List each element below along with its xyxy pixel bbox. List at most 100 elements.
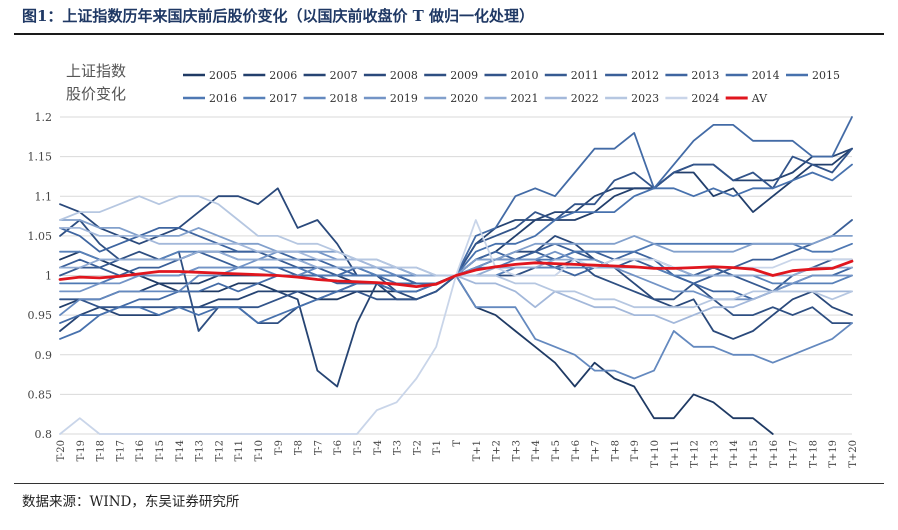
y-tick-label: 1.15 [28,151,53,164]
legend-label: 2011 [571,69,599,82]
series-line-2008 [59,187,853,340]
x-tick-label: T-20 [56,440,67,461]
legend-label: 2015 [812,69,840,82]
x-tick-label: T-5 [353,440,364,455]
x-tick-label: T-6 [333,440,344,455]
legend-label: 2005 [209,69,237,82]
y-tick-label: 1.1 [35,190,53,203]
legend-item-2020: 2020 [424,92,478,105]
x-tick-label: T+17 [789,440,800,468]
y-tick-label: 1.05 [28,230,53,243]
x-tick-label: T-10 [254,440,265,461]
legend-item-2024: 2024 [665,92,719,105]
legend-item-2012: 2012 [605,69,659,82]
legend-label: 2024 [691,92,719,105]
x-tick-label: T [452,440,463,447]
x-tick-label: T+10 [650,440,661,468]
legend-label: 2017 [269,92,297,105]
y-tick-label: 1.2 [35,111,53,124]
legend-label: 2018 [330,92,358,105]
series-line-2005 [59,250,774,435]
x-tick-label: T-15 [155,440,166,461]
y-axis-title-line: 股价变化 [66,85,126,103]
x-axis: T-20 T-19 T-18 T-17 T-16 T-15 T-14 T-13 T-12 T-11… [56,440,859,468]
legend-item-2023: 2023 [605,92,659,105]
legend-item-2005: 2005 [183,69,237,82]
legend-item-2010: 2010 [484,69,539,82]
top-rule [14,33,884,35]
x-tick-label: T+19 [828,440,839,468]
legend-label: 2012 [631,69,659,82]
x-tick-label: T-4 [373,440,384,455]
x-tick-label: T+8 [610,440,621,461]
x-tick-label: T+15 [749,440,760,468]
x-tick-label: T-9 [274,440,285,455]
x-tick-label: T+11 [670,440,681,468]
legend-item-2016: 2016 [183,92,237,105]
legend-label: 2010 [511,69,539,82]
legend-label: AV [751,92,768,105]
x-tick-label: T+18 [808,440,819,468]
y-tick-label: 1 [45,270,52,283]
bottom-rule [14,483,884,484]
legend-item-2017: 2017 [243,92,297,105]
legend-label: 2014 [752,69,780,82]
legend-item-2013: 2013 [665,69,719,82]
x-tick-label: T-8 [294,440,305,455]
x-tick-label: T-14 [175,440,186,461]
x-tick-label: T+20 [848,440,859,468]
legend-label: 2020 [450,92,478,105]
y-axis: 0.8 0.85 0.9 0.95 1 1.05 1.1 1.15 1.2 [28,111,53,441]
legend-label: 2013 [691,69,719,82]
x-tick-label: T+12 [690,440,701,468]
legend-item-2008: 2008 [363,69,418,82]
legend-label: 2016 [209,92,237,105]
legend: 2005 2006 2007 2008 2009 2010 2011 2012 2013 2014… [183,69,840,105]
y-tick-label: 0.9 [35,349,53,362]
legend-item-2015: 2015 [786,69,840,82]
legend-item-2022: 2022 [544,92,599,105]
legend-item-2018: 2018 [303,92,358,105]
source-note: 数据来源：WIND，东吴证券研究所 [22,494,240,510]
x-tick-label: T-1 [432,440,443,455]
legend-label: 2022 [571,92,599,105]
x-tick-label: T-13 [195,440,206,461]
legend-item-2011: 2011 [544,69,599,82]
x-tick-label: T+5 [551,440,562,461]
figure-title: 图1：上证指数历年来国庆前后股价变化（以国庆前收盘价 T 做归一化处理） [22,7,535,25]
legend-item-2006: 2006 [243,69,297,82]
series-line-2013 [59,227,853,301]
legend-item-2021: 2021 [484,92,539,105]
legend-label: 2006 [269,69,297,82]
legend-item-2019: 2019 [363,92,418,105]
y-tick-label: 0.8 [35,428,53,441]
x-tick-label: T+13 [709,440,720,468]
x-tick-label: T+9 [630,440,641,461]
legend-label: 2009 [450,69,478,82]
legend-item-av: AV [725,92,768,105]
legend-label: 2023 [631,92,659,105]
x-tick-label: T+7 [591,440,602,461]
series-lines [58,116,854,435]
x-tick-label: T-2 [412,440,423,455]
x-tick-label: T+2 [492,440,503,461]
series-line-av [58,259,854,288]
y-tick-label: 0.95 [28,309,53,322]
x-tick-label: T-12 [214,440,225,461]
legend-item-2009: 2009 [424,69,478,82]
legend-label: 2008 [390,69,418,82]
series-line-2012 [59,219,853,293]
y-axis-title-line: 上证指数 [66,62,126,80]
x-tick-label: T+16 [769,440,780,468]
x-tick-label: T-18 [96,440,107,461]
legend-label: 2007 [330,69,358,82]
x-tick-label: T-17 [115,440,126,461]
legend-item-2014: 2014 [725,69,780,82]
x-tick-label: T+3 [511,440,522,461]
x-tick-label: T-19 [76,440,87,461]
x-tick-label: T+4 [531,440,542,461]
legend-label: 2021 [511,92,539,105]
x-tick-label: T-3 [393,440,404,455]
x-tick-label: T+6 [571,440,582,461]
